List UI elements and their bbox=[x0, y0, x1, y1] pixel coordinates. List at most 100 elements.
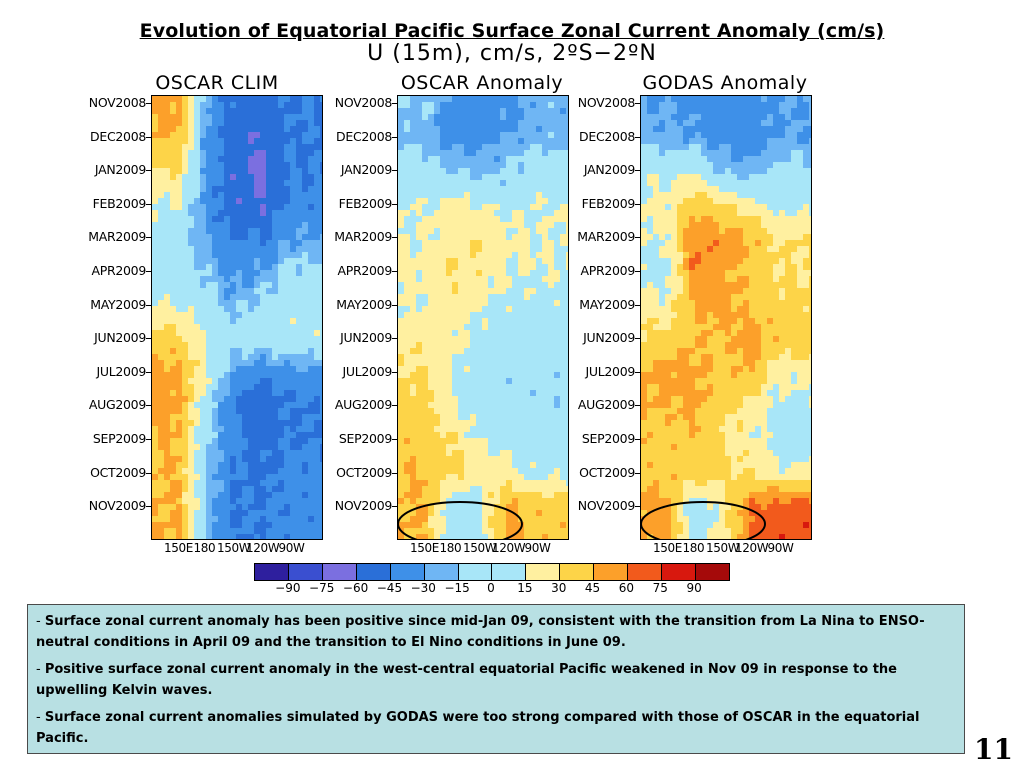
heatmap-cell bbox=[254, 516, 261, 523]
heatmap-cell bbox=[410, 222, 417, 229]
heatmap-cell bbox=[278, 432, 285, 439]
heatmap-cell bbox=[410, 144, 417, 151]
heatmap-cell bbox=[314, 504, 321, 511]
heatmap-cell bbox=[272, 408, 279, 415]
heatmap-cell bbox=[308, 126, 315, 133]
heatmap-cell bbox=[248, 498, 255, 505]
heatmap-cell bbox=[560, 240, 567, 247]
heatmap-cell bbox=[416, 204, 423, 211]
heatmap-cell bbox=[314, 240, 321, 247]
heatmap-cell bbox=[200, 102, 207, 109]
heatmap-cell bbox=[278, 198, 285, 205]
heatmap-cell bbox=[224, 258, 231, 265]
heatmap-cell bbox=[152, 216, 159, 223]
heatmap-cell bbox=[206, 300, 213, 307]
heatmap-cell bbox=[524, 312, 531, 319]
heatmap-cell bbox=[713, 168, 720, 175]
heatmap-cell bbox=[272, 306, 279, 313]
heatmap-cell bbox=[695, 234, 702, 241]
heatmap-cell bbox=[164, 192, 171, 199]
heatmap-cell bbox=[254, 348, 261, 355]
heatmap-cell bbox=[218, 504, 225, 511]
heatmap-cell bbox=[224, 444, 231, 451]
heatmap-cell bbox=[242, 420, 249, 427]
heatmap-cell bbox=[296, 216, 303, 223]
heatmap-cell bbox=[755, 168, 762, 175]
heatmap-cell bbox=[272, 348, 279, 355]
heatmap-cell bbox=[428, 318, 435, 325]
heatmap-cell bbox=[188, 534, 195, 539]
heatmap-cell bbox=[530, 162, 537, 169]
heatmap-cell bbox=[194, 402, 201, 409]
heatmap-cell bbox=[536, 210, 543, 217]
heatmap-cell bbox=[434, 264, 441, 271]
heatmap-cell bbox=[194, 174, 201, 181]
heatmap-cell bbox=[152, 348, 159, 355]
heatmap-cell bbox=[803, 198, 810, 205]
heatmap-cell bbox=[500, 462, 507, 469]
heatmap-cell bbox=[296, 414, 303, 421]
heatmap-cell bbox=[290, 246, 297, 253]
heatmap-cell bbox=[416, 456, 423, 463]
heatmap-cell bbox=[158, 516, 165, 523]
heatmap-cell bbox=[194, 348, 201, 355]
heatmap-cell bbox=[428, 438, 435, 445]
heatmap-cell bbox=[236, 498, 243, 505]
heatmap-cell bbox=[488, 516, 495, 523]
heatmap-cell bbox=[320, 132, 322, 139]
heatmap-cell bbox=[482, 492, 489, 499]
heatmap-cell bbox=[536, 336, 543, 343]
heatmap-cell bbox=[152, 420, 159, 427]
heatmap-cell bbox=[524, 126, 531, 133]
heatmap-cell bbox=[404, 288, 411, 295]
heatmap-panel-oscar-anomaly bbox=[397, 95, 569, 540]
heatmap-cell bbox=[236, 114, 243, 121]
heatmap-cell bbox=[260, 492, 267, 499]
heatmap-cell bbox=[164, 408, 171, 415]
heatmap-cell bbox=[254, 534, 261, 539]
heatmap-cell bbox=[158, 408, 165, 415]
heatmap-cell bbox=[476, 360, 483, 367]
heatmap-cell bbox=[158, 300, 165, 307]
heatmap-cell bbox=[422, 306, 429, 313]
heatmap-cell bbox=[512, 498, 519, 505]
heatmap-cell bbox=[212, 234, 219, 241]
heatmap-cell bbox=[494, 396, 501, 403]
heatmap-cell bbox=[428, 162, 435, 169]
heatmap-cell bbox=[266, 360, 273, 367]
heatmap-cell bbox=[488, 198, 495, 205]
heatmap-cell bbox=[494, 186, 501, 193]
heatmap-cell bbox=[296, 378, 303, 385]
heatmap-cell bbox=[188, 108, 195, 115]
heatmap-cell bbox=[512, 288, 519, 295]
heatmap-cell bbox=[182, 462, 189, 469]
heatmap-cell bbox=[428, 144, 435, 151]
heatmap-cell bbox=[518, 354, 525, 361]
heatmap-cell bbox=[230, 414, 237, 421]
heatmap-cell bbox=[548, 192, 555, 199]
heatmap-cell bbox=[488, 486, 495, 493]
heatmap-cell bbox=[242, 204, 249, 211]
heatmap-cell bbox=[548, 120, 555, 127]
heatmap-cell bbox=[428, 108, 435, 115]
heatmap-cell bbox=[428, 354, 435, 361]
heatmap-cell bbox=[767, 120, 774, 127]
heatmap-cell bbox=[164, 426, 171, 433]
heatmap-cell bbox=[488, 186, 495, 193]
heatmap-cell bbox=[194, 102, 201, 109]
heatmap-cell bbox=[410, 324, 417, 331]
heatmap-cell bbox=[320, 312, 322, 319]
heatmap-cell bbox=[224, 288, 231, 295]
heatmap-cell bbox=[224, 534, 231, 539]
heatmap-cell bbox=[194, 270, 201, 277]
heatmap-cell bbox=[152, 96, 159, 103]
heatmap-cell bbox=[452, 492, 459, 499]
heatmap-cell bbox=[446, 474, 453, 481]
heatmap-cell bbox=[254, 492, 261, 499]
heatmap-cell bbox=[218, 222, 225, 229]
heatmap-cell bbox=[410, 96, 417, 103]
heatmap-cell bbox=[176, 144, 183, 151]
heatmap-cell bbox=[791, 132, 798, 139]
heatmap-cell bbox=[494, 246, 501, 253]
heatmap-cell bbox=[464, 534, 471, 539]
